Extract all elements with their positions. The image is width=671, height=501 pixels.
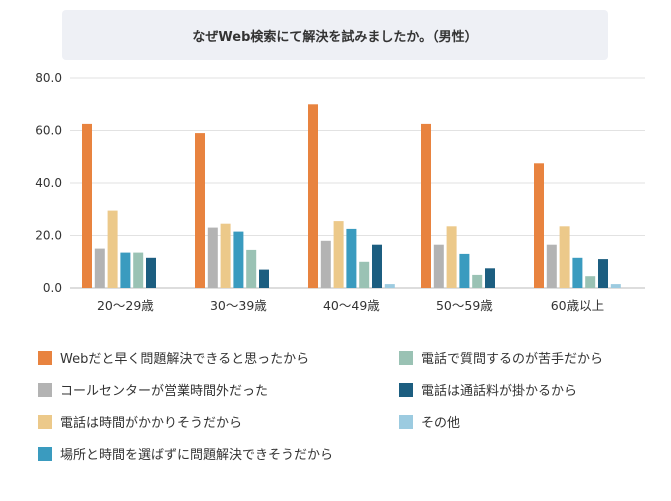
bar xyxy=(308,104,318,289)
bar xyxy=(585,276,596,288)
bar xyxy=(346,228,357,288)
bar xyxy=(546,244,557,288)
bar xyxy=(133,252,144,288)
legend-item: 電話は通話料が掛かるから xyxy=(399,380,577,399)
legend-item: その他 xyxy=(399,412,460,431)
chart-title: なぜWeb検索にて解決を試みましたか。（男性） xyxy=(62,10,608,60)
bar xyxy=(372,244,382,288)
legend-label: その他 xyxy=(421,416,461,431)
y-tick-label: 0.0 xyxy=(43,281,62,295)
legend-label: 電話は通話料が掛かるから xyxy=(421,384,578,399)
x-category-label: 20～29歳 xyxy=(97,298,154,313)
bar xyxy=(207,227,218,288)
bar xyxy=(333,221,344,288)
bar xyxy=(233,231,244,288)
bar xyxy=(195,133,205,288)
bar xyxy=(146,257,156,288)
legend-label: コールセンターが営業時間外だった xyxy=(60,384,269,399)
bar xyxy=(94,248,105,288)
legend-item: 電話で質問するのが苦手だから xyxy=(399,348,603,367)
legend-swatch xyxy=(399,414,413,429)
legend-item: 場所と時間を選ばずに問題解決できそうだから xyxy=(38,444,333,463)
bar xyxy=(572,257,583,288)
bar xyxy=(559,226,570,288)
legend-item: 電話は時間がかかりそうだから xyxy=(38,412,242,431)
bar xyxy=(598,259,608,288)
legend-swatch xyxy=(38,414,52,429)
x-category-label: 30～39歳 xyxy=(210,298,267,313)
bar xyxy=(534,163,544,288)
bar xyxy=(320,240,331,289)
bar xyxy=(359,261,370,289)
legend-item: コールセンターが営業時間外だった xyxy=(38,380,268,399)
bar xyxy=(120,252,131,288)
x-category-label: 50～59歳 xyxy=(436,298,493,313)
y-tick-label: 80.0 xyxy=(35,71,62,85)
bar xyxy=(459,253,470,288)
bar xyxy=(433,244,444,288)
legend-swatch xyxy=(38,382,52,397)
y-tick-label: 20.0 xyxy=(35,229,62,243)
bar xyxy=(610,284,621,288)
legend-label: 電話で質問するのが苦手だから xyxy=(421,352,604,367)
y-tick-label: 40.0 xyxy=(35,176,62,190)
y-tick-label: 60.0 xyxy=(35,124,62,138)
bar xyxy=(421,123,431,289)
bar xyxy=(82,123,92,289)
bar xyxy=(485,268,495,288)
legend: Webだと早く問題解決できると思ったから コールセンターが営業時間外だった 電話… xyxy=(38,343,648,473)
legend-swatch xyxy=(38,350,52,365)
legend-label: 場所と時間を選ばずに問題解決できそうだから xyxy=(60,448,334,463)
legend-label: Webだと早く問題解決できると思ったから xyxy=(60,352,310,367)
bars xyxy=(82,104,621,289)
bar xyxy=(220,223,231,288)
bar xyxy=(259,269,269,288)
bar xyxy=(246,249,257,288)
legend-swatch xyxy=(38,446,52,461)
bar xyxy=(446,226,457,288)
legend-swatch xyxy=(399,382,413,397)
y-axis-ticks: 0.0 20.0 40.0 60.0 80.0 xyxy=(35,71,62,295)
legend-swatch xyxy=(399,350,413,365)
x-category-label: 60歳以上 xyxy=(551,298,604,313)
bar-chart: 0.0 20.0 40.0 60.0 80.0 20～29歳 30～39歳 40～49歳 50… xyxy=(35,71,645,313)
legend-item: Webだと早く問題解決できると思ったから xyxy=(38,348,309,367)
bar xyxy=(472,274,483,288)
bar xyxy=(384,284,395,288)
bar xyxy=(107,210,118,288)
x-axis-categories: 20～29歳 30～39歳 40～49歳 50～59歳 60歳以上 xyxy=(97,298,604,313)
legend-label: 電話は時間がかかりそうだから xyxy=(60,416,243,431)
x-category-label: 40～49歳 xyxy=(323,298,380,313)
grid-lines xyxy=(70,77,645,289)
